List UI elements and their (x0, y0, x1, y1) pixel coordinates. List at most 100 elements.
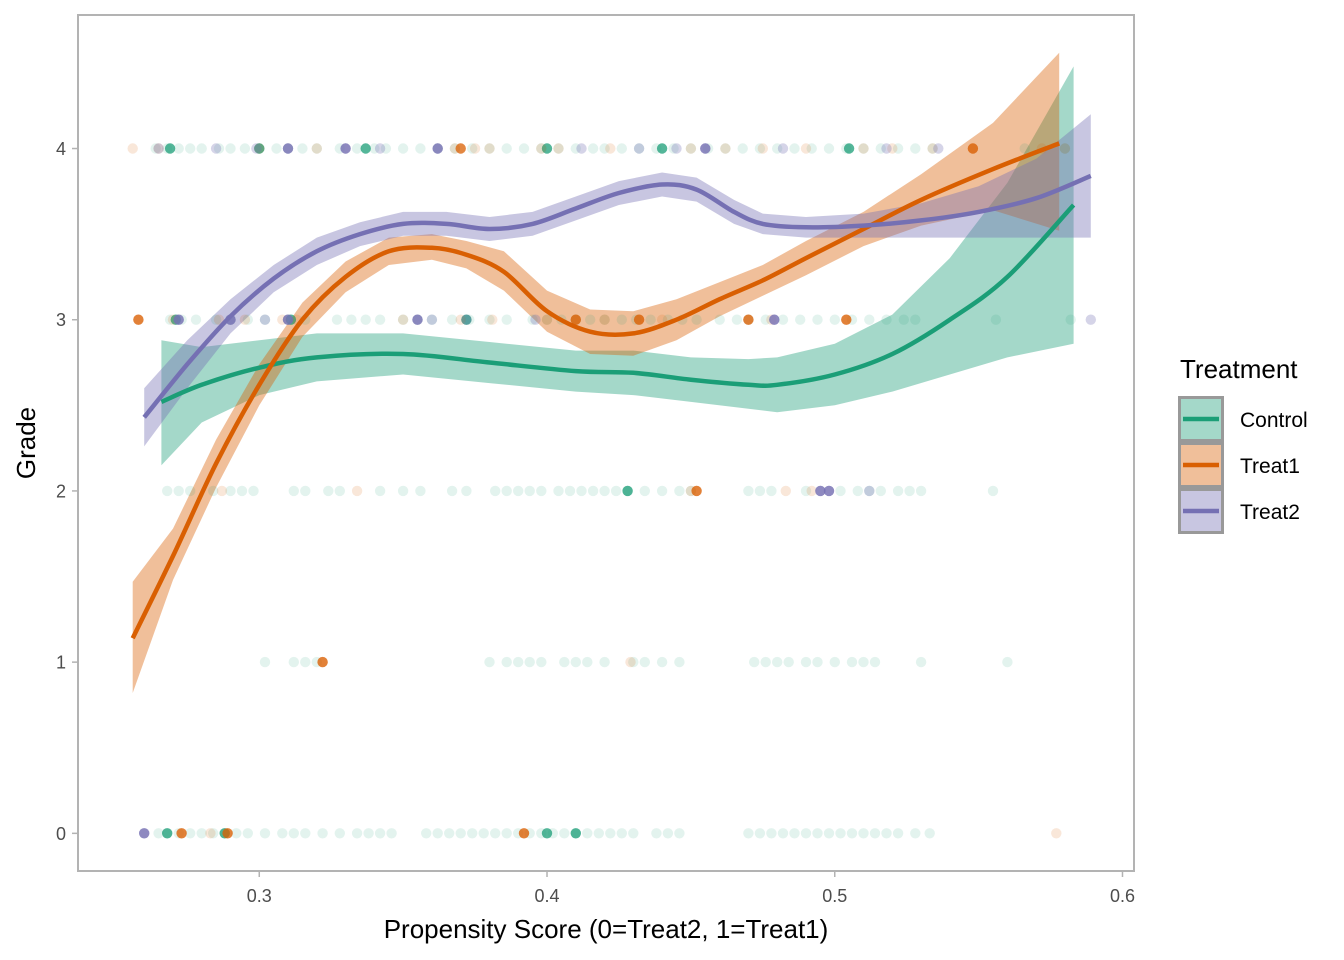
treat1-point (311, 143, 322, 154)
control-point (570, 828, 581, 839)
control-point (524, 485, 535, 497)
treat2-point (210, 143, 222, 154)
control-point (397, 143, 409, 154)
control-point (374, 485, 386, 497)
control-point (789, 143, 800, 154)
control-point (674, 656, 685, 668)
control-point (380, 143, 392, 154)
control-point (196, 828, 207, 839)
treat1-point (317, 656, 328, 668)
legend-label-treat1: Treat1 (1240, 455, 1300, 478)
control-point (869, 656, 881, 668)
control-point (605, 828, 616, 839)
control-smooth-line (160, 203, 1076, 404)
treat1-point (553, 143, 564, 154)
control-point (360, 314, 371, 325)
treat1-point (484, 143, 495, 154)
control-point (225, 485, 236, 497)
control-point (288, 828, 299, 839)
control-point (869, 828, 881, 839)
control-point (369, 143, 380, 154)
treat1-point (685, 143, 697, 154)
x-axis: 0.3 0.4 0.5 0.6 (247, 871, 1135, 906)
y-tick-label: 1 (56, 653, 66, 673)
treat1-point (570, 314, 581, 325)
control-point (1002, 656, 1013, 668)
control-point (386, 828, 397, 839)
control-point (616, 828, 627, 839)
control-point (484, 314, 495, 325)
control-point (990, 314, 1002, 325)
control-point (461, 314, 472, 325)
control-point (599, 143, 610, 154)
treat2-point (864, 485, 875, 497)
legend: Treatment Control Treat1 Treat2 (1178, 354, 1308, 534)
control-point (467, 143, 478, 154)
control-point (570, 656, 581, 668)
control-point (806, 143, 817, 154)
control-point (766, 485, 777, 497)
control-point (714, 314, 725, 325)
control-point (501, 143, 512, 154)
x-tick-label: 0.4 (534, 886, 559, 906)
scatter-points (127, 143, 1097, 839)
control-point (864, 314, 875, 325)
control-point (599, 314, 610, 325)
control-point (334, 485, 345, 497)
control-point (346, 314, 357, 325)
confidence-bands (132, 52, 1091, 693)
control-point (323, 485, 334, 497)
control-point (616, 314, 627, 325)
control-point (208, 828, 219, 839)
control-point (858, 828, 869, 839)
treat1-point (806, 485, 817, 497)
treat2-point (933, 143, 944, 154)
treat2-point (282, 143, 294, 154)
treat2-point (633, 143, 645, 154)
control-point (331, 314, 343, 325)
control-point (892, 143, 904, 154)
control-point (185, 485, 196, 497)
treat1-point (216, 485, 228, 497)
control-point (691, 314, 702, 325)
treat1-point (599, 314, 610, 325)
control-point (185, 143, 196, 154)
treat1-point (605, 143, 616, 154)
control-point (582, 828, 593, 839)
legend-title: Treatment (1180, 354, 1298, 384)
control-point (829, 656, 840, 668)
control-point (162, 485, 173, 497)
control-point (910, 143, 921, 154)
control-point (662, 828, 674, 839)
treat1-point (397, 314, 409, 325)
control-point (760, 656, 771, 668)
control-point (674, 485, 685, 497)
treat1-point (487, 314, 498, 325)
control-point (846, 828, 858, 839)
control-point (864, 485, 875, 497)
control-point (858, 656, 869, 668)
treat1-point (133, 314, 144, 325)
control-point (910, 828, 921, 839)
control-point (645, 314, 656, 325)
control-point (541, 143, 553, 154)
control-point (1065, 314, 1076, 325)
control-point (570, 143, 581, 154)
treat2-point (153, 143, 164, 154)
control-point (478, 828, 489, 839)
control-point (513, 485, 524, 497)
control-point (239, 143, 251, 154)
control-point (924, 828, 935, 839)
control-point (743, 828, 754, 839)
control-point (536, 485, 547, 497)
control-point (823, 828, 835, 839)
control-point (259, 828, 271, 839)
control-point (553, 143, 564, 154)
control-point (173, 485, 184, 497)
treat1-point (469, 143, 481, 154)
control-point (639, 656, 650, 668)
control-point (300, 828, 311, 839)
control-point (610, 485, 622, 497)
control-point (754, 143, 766, 154)
